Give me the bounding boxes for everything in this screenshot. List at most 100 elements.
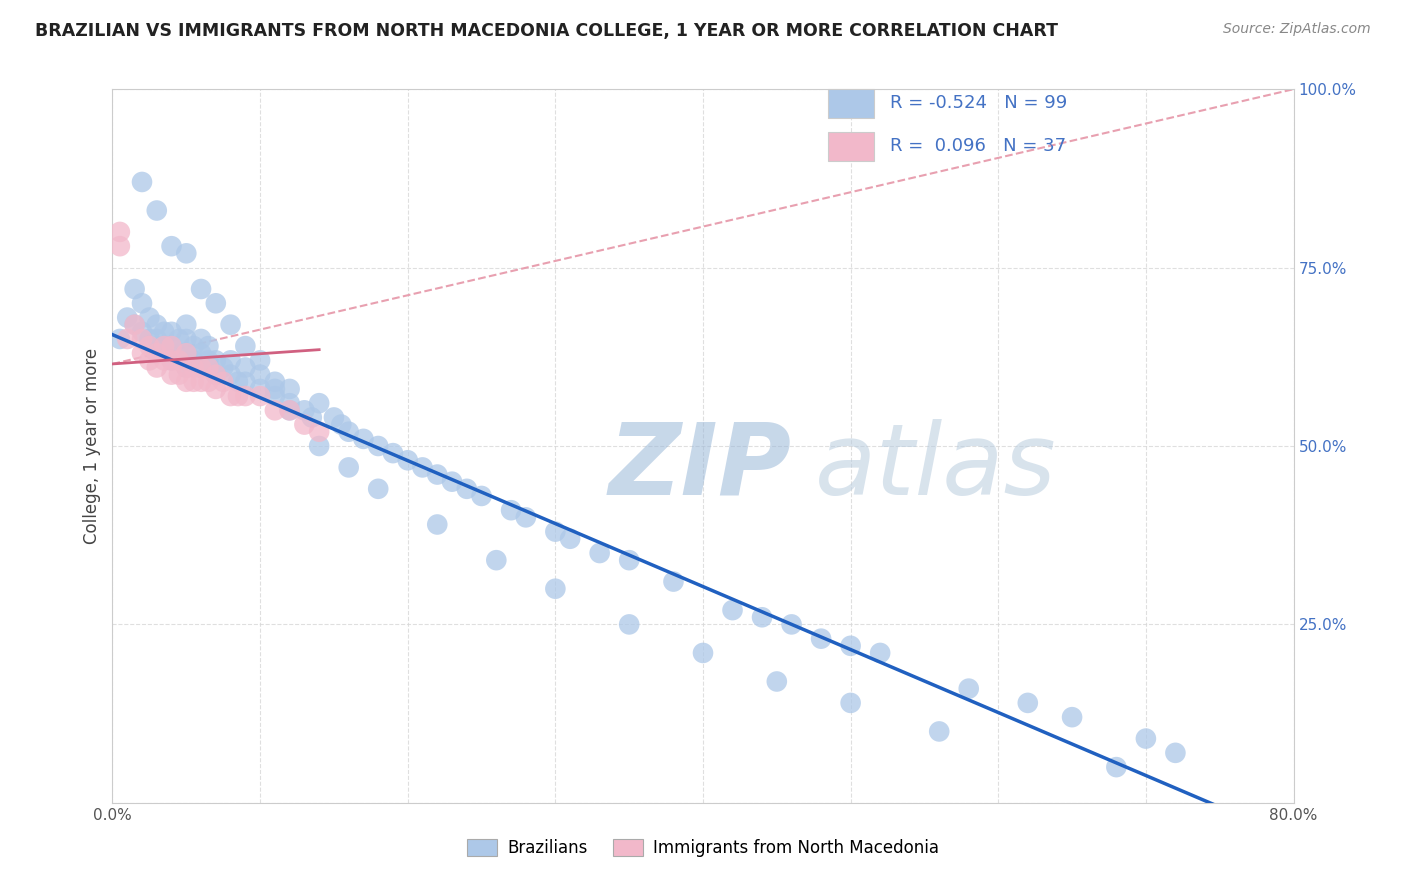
Point xyxy=(330,417,353,432)
Point xyxy=(292,417,315,432)
Bar xyxy=(828,89,873,118)
Point xyxy=(619,553,641,567)
Point xyxy=(183,375,205,389)
Point xyxy=(957,681,980,696)
Point xyxy=(233,360,256,375)
Point xyxy=(352,432,374,446)
Point xyxy=(619,617,641,632)
Point xyxy=(544,582,567,596)
Point xyxy=(219,318,242,332)
Point xyxy=(131,332,153,346)
Point xyxy=(308,425,330,439)
Point xyxy=(233,389,256,403)
Point xyxy=(249,389,271,403)
Point xyxy=(160,339,183,353)
Point xyxy=(1105,760,1128,774)
Point xyxy=(278,382,301,396)
Point xyxy=(301,410,323,425)
Point xyxy=(205,368,228,382)
Legend: Brazilians, Immigrants from North Macedonia: Brazilians, Immigrants from North Macedo… xyxy=(458,831,948,866)
Point xyxy=(278,396,301,410)
Point xyxy=(160,353,183,368)
Point xyxy=(226,389,249,403)
Point xyxy=(160,339,183,353)
Point xyxy=(1017,696,1039,710)
Point xyxy=(501,503,523,517)
Point xyxy=(367,482,389,496)
Point xyxy=(124,282,146,296)
Point xyxy=(160,325,183,339)
Point xyxy=(219,389,242,403)
Point xyxy=(190,332,212,346)
Point xyxy=(190,282,212,296)
Point xyxy=(323,410,346,425)
Point xyxy=(153,339,176,353)
Point xyxy=(544,524,567,539)
Point xyxy=(174,246,197,260)
Point xyxy=(190,360,212,375)
Point xyxy=(190,375,212,389)
Point xyxy=(197,360,219,375)
Point xyxy=(131,175,153,189)
Point xyxy=(470,489,494,503)
Point xyxy=(197,353,219,368)
Point xyxy=(721,603,744,617)
Point xyxy=(308,439,330,453)
Point xyxy=(264,403,287,417)
Point xyxy=(588,546,610,560)
Point xyxy=(138,332,160,346)
Point xyxy=(153,339,176,353)
Point xyxy=(131,325,153,339)
Text: ZIP: ZIP xyxy=(609,419,792,516)
Point xyxy=(219,353,242,368)
Point xyxy=(233,375,256,389)
Point xyxy=(138,339,160,353)
Point xyxy=(205,353,228,368)
Point xyxy=(382,446,405,460)
Point xyxy=(249,353,271,368)
Point xyxy=(138,353,160,368)
Point xyxy=(426,467,449,482)
Point xyxy=(146,318,169,332)
Point xyxy=(197,339,219,353)
Point xyxy=(190,360,212,375)
Point xyxy=(456,482,478,496)
Point xyxy=(174,346,197,360)
Point xyxy=(146,203,169,218)
Point xyxy=(249,368,271,382)
Point xyxy=(515,510,537,524)
Point xyxy=(197,375,219,389)
Point xyxy=(183,339,205,353)
Point xyxy=(146,346,169,360)
Point xyxy=(167,368,190,382)
Point xyxy=(308,396,330,410)
Point xyxy=(278,403,301,417)
Point xyxy=(692,646,714,660)
Point xyxy=(153,325,176,339)
Point xyxy=(411,460,433,475)
Text: R = -0.524   N = 99: R = -0.524 N = 99 xyxy=(890,95,1067,112)
Point xyxy=(292,403,315,417)
Point xyxy=(131,296,153,310)
Point xyxy=(441,475,464,489)
Point xyxy=(183,360,205,375)
Point xyxy=(337,460,360,475)
Point xyxy=(662,574,685,589)
Point xyxy=(131,346,153,360)
Point xyxy=(1062,710,1084,724)
Point xyxy=(138,310,160,325)
Point xyxy=(167,346,190,360)
Point xyxy=(219,368,242,382)
Point xyxy=(839,696,862,710)
Point xyxy=(337,425,360,439)
Point xyxy=(205,368,228,382)
Point xyxy=(396,453,419,467)
Point xyxy=(117,310,138,325)
Point xyxy=(124,318,146,332)
Point xyxy=(233,339,256,353)
Point xyxy=(766,674,789,689)
Point xyxy=(167,353,190,368)
Point xyxy=(146,360,169,375)
Point xyxy=(167,332,190,346)
Point xyxy=(153,353,176,368)
